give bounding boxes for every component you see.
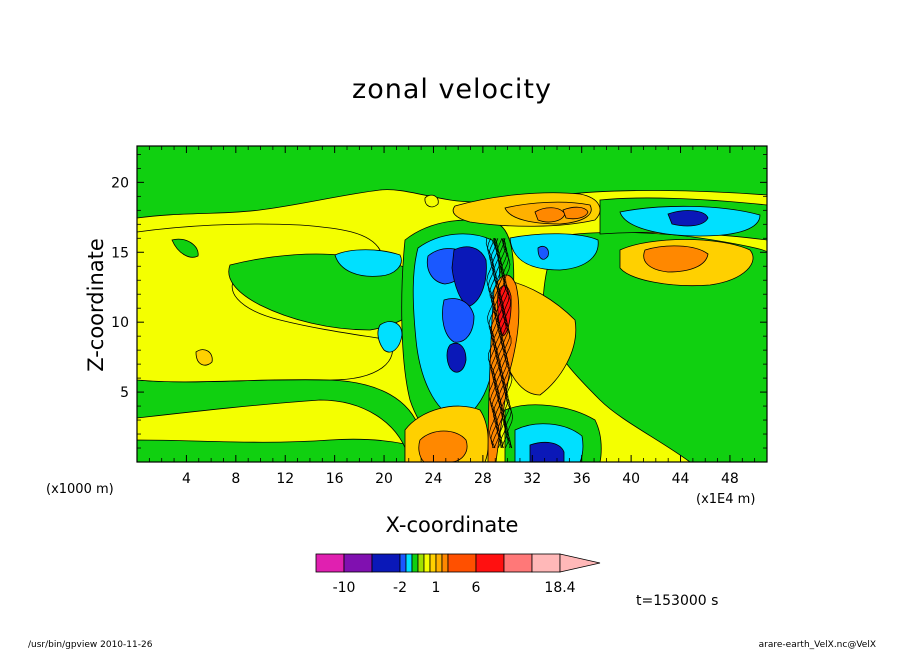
- colorbar-swatch: [343, 553, 373, 573]
- x-tick-label: 4: [182, 471, 191, 487]
- jet-contour-line: [501, 238, 513, 449]
- colorbar-label: 6: [472, 580, 481, 596]
- colorbar-swatch: [423, 553, 431, 573]
- chart-title: zonal velocity: [352, 74, 552, 105]
- colorbar-swatch: [411, 553, 419, 573]
- x-tick-label: 36: [573, 471, 591, 487]
- region-bottom-orange-core: [418, 430, 468, 462]
- time-annotation: t=153000 s: [636, 593, 719, 609]
- x-tick-label: 24: [425, 471, 443, 487]
- x-tick-label: 32: [523, 471, 541, 487]
- region-cyan-right: [509, 233, 599, 271]
- region-center-blue-c: [442, 298, 475, 343]
- x-axis-unit: (x1E4 m): [696, 492, 756, 507]
- region-blue-right-small: [537, 246, 549, 260]
- colorbar-swatch: [405, 553, 413, 573]
- x-tick-label: 20: [375, 471, 393, 487]
- region-center-blue-d: [446, 342, 467, 373]
- region-cyan-left: [334, 249, 402, 277]
- jet-contour-lines: [485, 238, 514, 449]
- colorbar-swatch: [417, 553, 425, 573]
- region-small-yellow-topcenter: [424, 194, 439, 208]
- footer-source-file: arare-earth_VelX.nc@VelX: [758, 640, 876, 650]
- colorbar-label: 1: [432, 580, 441, 596]
- colorbar-swatch: [315, 553, 345, 573]
- region-right-orange-core: [643, 245, 709, 273]
- colorbar-label: -2: [393, 580, 407, 596]
- x-tick-label: 28: [474, 471, 492, 487]
- colorbar-swatch: [503, 553, 533, 573]
- jet-contour-line: [503, 238, 514, 449]
- x-tick-label: 8: [231, 471, 240, 487]
- y-axis-unit: (x1000 m): [46, 482, 114, 497]
- colorbar-swatch: [435, 553, 443, 573]
- x-tick-label: 40: [622, 471, 640, 487]
- region-top-green: [137, 146, 767, 219]
- y-axis-ticks: 5 10 15 20: [111, 153, 767, 449]
- y-tick-label: 15: [111, 245, 129, 261]
- region-upper-right-blue: [667, 210, 709, 227]
- jet-contour-line: [492, 238, 503, 449]
- contour-field: [137, 146, 767, 462]
- footer-program-date: /usr/bin/gpview 2010-11-26: [28, 640, 153, 650]
- region-cyan-left2: [377, 321, 403, 353]
- region-center-blue-b: [451, 246, 487, 307]
- colorbar-swatch: [429, 553, 437, 573]
- plot-frame: [136, 145, 768, 463]
- y-tick-label: 10: [111, 315, 129, 331]
- colorbar-swatch: [531, 553, 561, 573]
- colorbar: -10 -2 1 6 18.4: [315, 553, 601, 596]
- colorbar-swatch: [441, 553, 449, 573]
- colorbar-swatch: [371, 553, 401, 573]
- y-tick-label: 20: [111, 175, 129, 191]
- colorbar-label: 18.4: [544, 580, 575, 596]
- x-tick-label: 48: [721, 471, 739, 487]
- x-tick-label: 44: [672, 471, 690, 487]
- jet-contour-line: [487, 238, 498, 449]
- y-tick-label: 5: [120, 385, 129, 401]
- region-upper-orange-core2: [562, 206, 589, 220]
- colorbar-swatch: [399, 553, 407, 573]
- colorbar-label: -10: [333, 580, 356, 596]
- colorbar-extend-arrow: [559, 553, 601, 573]
- x-tick-label: 12: [276, 471, 294, 487]
- jet-contour-line: [499, 238, 510, 449]
- region-bottom-green: [137, 438, 406, 462]
- region-bottom-right-blue: [529, 441, 565, 462]
- x-axis-label: X-coordinate: [385, 513, 519, 537]
- region-small-green-left: [171, 238, 199, 258]
- x-tick-label: 16: [326, 471, 344, 487]
- colorbar-swatch: [475, 553, 505, 573]
- region-small-orange-left: [195, 349, 213, 366]
- colorbar-swatch: [447, 553, 477, 573]
- jet-contour-line: [500, 238, 511, 449]
- x-axis-ticks: 4 8 12 16 20 24 28 32 36 40 44 48: [148, 146, 756, 487]
